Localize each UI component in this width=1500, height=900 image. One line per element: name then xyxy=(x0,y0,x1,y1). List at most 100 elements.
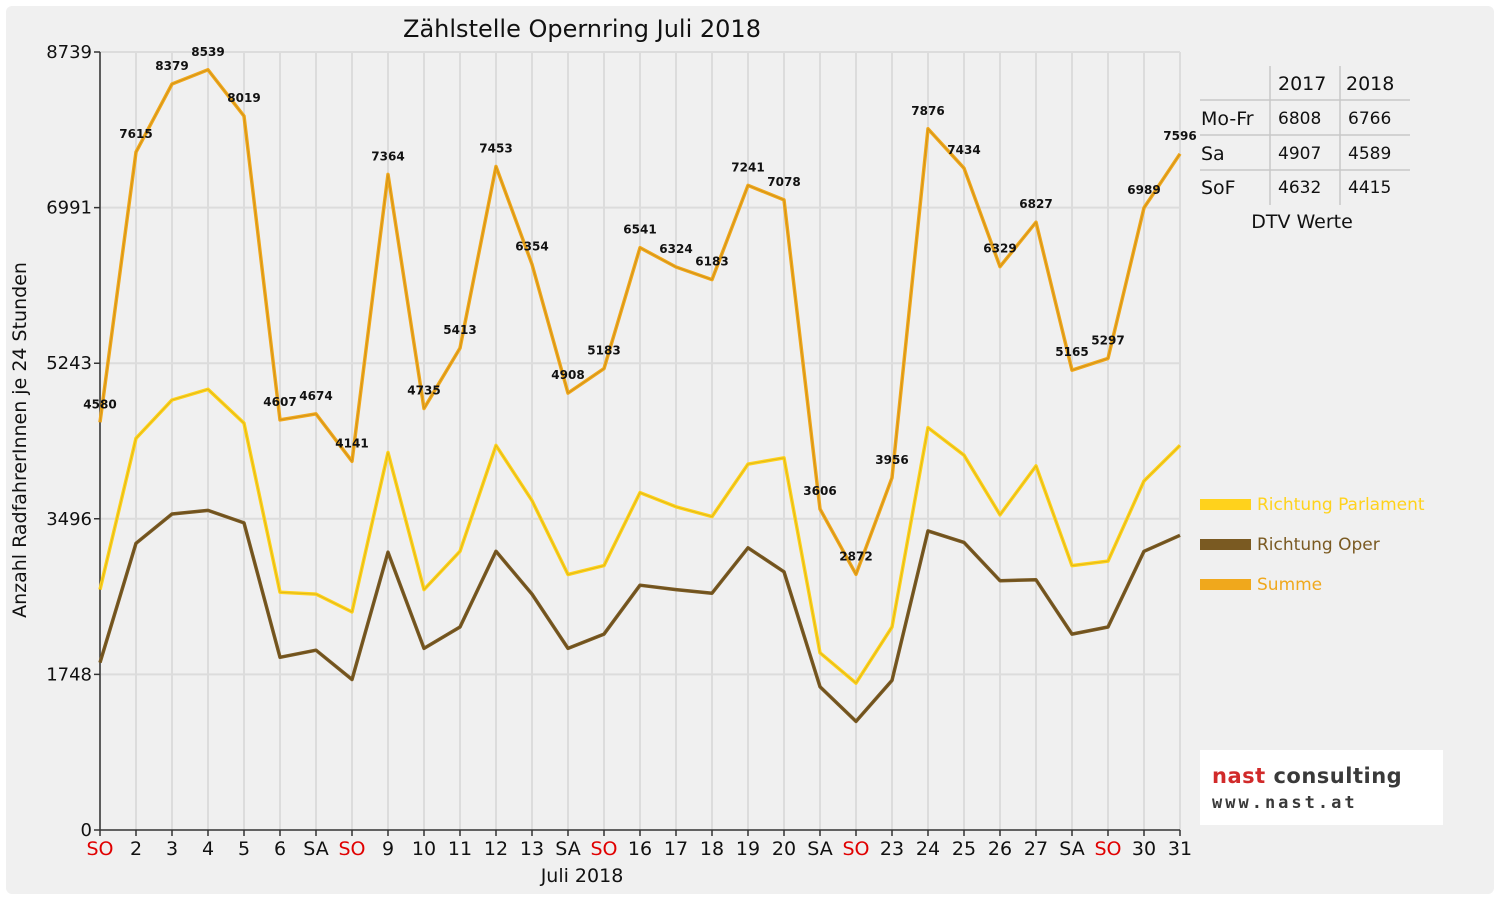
x-tick-label: 3 xyxy=(166,838,178,860)
x-tick-label: SA xyxy=(1059,838,1084,860)
chart-frame xyxy=(6,6,1494,894)
x-tick-label: SA xyxy=(807,838,832,860)
dtv-row-label: Sa xyxy=(1201,143,1225,165)
series-lines xyxy=(98,68,1182,724)
data-label: 3606 xyxy=(803,484,836,498)
dtv-cell: 4589 xyxy=(1348,144,1391,164)
x-tick-label: 11 xyxy=(448,838,472,860)
data-label: 7434 xyxy=(947,143,980,157)
x-tick-label: 25 xyxy=(952,838,976,860)
data-label: 6329 xyxy=(983,242,1016,256)
legend-label-oper: Richtung Oper xyxy=(1257,535,1380,555)
x-tick-label: SA xyxy=(303,838,328,860)
y-tick-label: 8739 xyxy=(46,42,92,63)
legend-swatch-oper xyxy=(1200,539,1251,550)
dtv-caption: DTV Werte xyxy=(1251,211,1353,233)
series-line-edge xyxy=(99,69,1181,575)
x-tick-label: 30 xyxy=(1132,838,1156,860)
legend-swatch-summe xyxy=(1200,579,1251,590)
series-line-summe xyxy=(98,68,1182,577)
logo-wordmark: nast consulting xyxy=(1212,764,1402,788)
data-label: 7241 xyxy=(731,160,764,174)
data-label: 8379 xyxy=(155,59,188,73)
data-label: 4908 xyxy=(551,368,584,382)
x-tick-label: 24 xyxy=(916,838,940,860)
x-tick-label: 5 xyxy=(238,838,250,860)
x-tick-label: 26 xyxy=(988,838,1012,860)
dtv-table: 2017 2018 Mo-Fr 6808 6766 Sa 4907 4589 S… xyxy=(1200,66,1410,233)
x-tick-label: 13 xyxy=(520,838,544,860)
x-tick-label: SO xyxy=(590,838,617,860)
dtv-header-2018: 2018 xyxy=(1346,73,1394,95)
data-label: 5183 xyxy=(587,344,620,358)
y-axis-label: Anzahl RadfahrerInnen je 24 Stunden xyxy=(9,262,31,618)
series-line-edge xyxy=(99,388,1181,684)
series-line-richtung-oper xyxy=(98,508,1181,724)
dtv-cell: 6808 xyxy=(1278,109,1321,129)
legend: Richtung Parlament Richtung Oper Summe xyxy=(1200,495,1425,595)
data-label: 7876 xyxy=(911,104,944,118)
logo-url: www.nast.at xyxy=(1212,793,1358,813)
x-tick-label: 17 xyxy=(664,838,688,860)
x-tick-label: 27 xyxy=(1024,838,1048,860)
data-label: 2872 xyxy=(839,549,872,563)
x-tick-label: 16 xyxy=(628,838,652,860)
legend-swatch-parlament xyxy=(1200,499,1251,510)
data-label: 7596 xyxy=(1163,129,1196,143)
data-label: 4674 xyxy=(299,389,332,403)
x-tick-label: 2 xyxy=(130,838,142,860)
data-label: 5297 xyxy=(1091,333,1124,347)
x-tick-label: 18 xyxy=(700,838,724,860)
x-tick-label: 9 xyxy=(382,838,394,860)
x-axis-label: Juli 2018 xyxy=(540,865,624,887)
company-logo: nast consulting www.nast.at xyxy=(1200,750,1443,825)
data-label: 3956 xyxy=(875,453,908,467)
x-tick-label: SO xyxy=(842,838,869,860)
data-label: 7453 xyxy=(479,141,512,155)
logo-name-part1: nast xyxy=(1212,764,1266,788)
x-tick-label: 20 xyxy=(772,838,796,860)
y-tick-label: 6991 xyxy=(46,198,92,219)
dtv-cell: 4632 xyxy=(1278,178,1321,198)
data-label: 4607 xyxy=(263,395,296,409)
y-tick-label: 3496 xyxy=(46,509,92,530)
data-label: 6183 xyxy=(695,255,728,269)
y-tick-label: 1748 xyxy=(46,664,92,685)
legend-label-summe: Summe xyxy=(1257,575,1322,595)
x-tick-label: SA xyxy=(555,838,580,860)
data-label: 7078 xyxy=(767,175,800,189)
x-tick-label: 31 xyxy=(1168,838,1192,860)
x-tick-label: 23 xyxy=(880,838,904,860)
dtv-cell: 4415 xyxy=(1348,178,1391,198)
chart-title: Zählstelle Opernring Juli 2018 xyxy=(403,15,761,43)
dtv-header-2017: 2017 xyxy=(1278,73,1326,95)
y-tick-label: 5243 xyxy=(46,353,92,374)
x-tick-label: 19 xyxy=(736,838,760,860)
grid-lines xyxy=(99,51,1181,830)
series-line-edge xyxy=(99,509,1181,722)
series-line-richtung-parlament xyxy=(98,387,1182,685)
data-label: 7615 xyxy=(119,127,152,141)
data-label: 7364 xyxy=(371,149,404,163)
x-tick-label: SO xyxy=(338,838,365,860)
data-label: 8539 xyxy=(191,45,224,59)
x-tick-label: 10 xyxy=(412,838,436,860)
data-label: 5413 xyxy=(443,323,476,337)
x-tick-label: SO xyxy=(1094,838,1121,860)
data-label: 6827 xyxy=(1019,197,1052,211)
dtv-row-label: SoF xyxy=(1201,177,1236,199)
data-label: 4735 xyxy=(407,383,440,397)
data-label: 4580 xyxy=(83,397,116,411)
data-label: 6354 xyxy=(515,239,548,253)
logo-name-part2: consulting xyxy=(1265,764,1403,788)
y-tick-label: 0 xyxy=(81,820,92,841)
x-tick-label: 12 xyxy=(484,838,508,860)
x-tick-label: SO xyxy=(86,838,113,860)
dtv-cell: 4907 xyxy=(1278,144,1321,164)
data-label: 6324 xyxy=(659,242,692,256)
legend-label-parlament: Richtung Parlament xyxy=(1257,495,1425,515)
data-label: 6989 xyxy=(1127,183,1160,197)
